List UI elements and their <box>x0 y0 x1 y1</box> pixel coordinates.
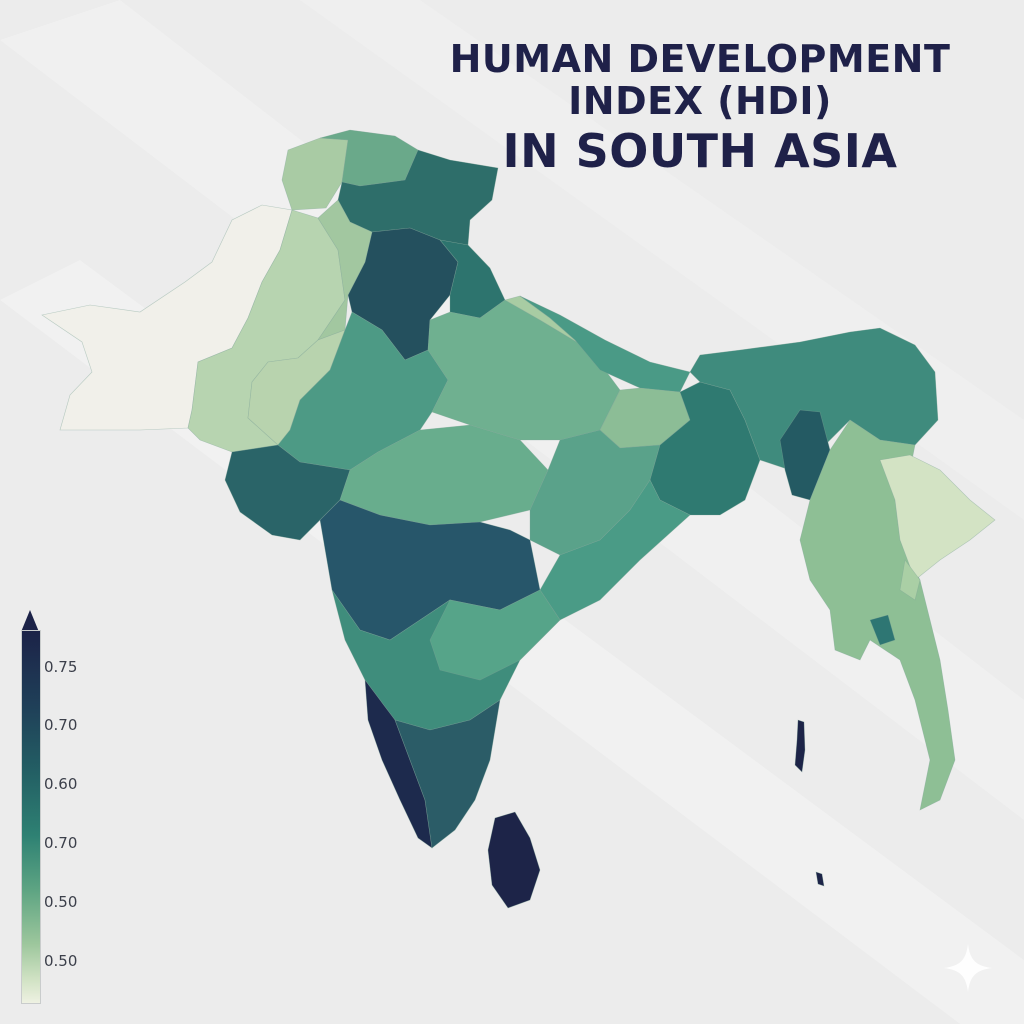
region-andhra <box>429 589 561 681</box>
legend-tick: 0.70 <box>44 834 78 852</box>
legend-arrow <box>21 610 39 632</box>
title-line-2: INDEX (HDI) <box>568 79 832 123</box>
color-scale-legend: 0.75 0.70 0.60 0.70 0.50 0.50 <box>18 608 98 1004</box>
region-nicobar <box>815 871 825 887</box>
legend-tick: 0.50 <box>44 893 78 911</box>
region-up <box>427 299 621 441</box>
region-tamil-nadu <box>394 699 501 849</box>
region-myanmar-coast <box>899 559 921 601</box>
legend-tick: 0.50 <box>44 952 78 970</box>
legend-tick: 0.75 <box>44 658 78 676</box>
region-pakistan-punjab <box>317 199 373 341</box>
sparkle-icon <box>944 944 992 992</box>
legend-gradient-bar <box>21 630 41 1004</box>
region-sri-lanka <box>487 811 541 909</box>
region-myanmar-east <box>879 454 996 581</box>
legend-tick: 0.70 <box>44 716 78 734</box>
region-gujarat <box>224 444 351 541</box>
region-andaman <box>794 719 806 773</box>
title-line-1: HUMAN DEVELOPMENT <box>449 37 951 81</box>
region-myanmar-dark <box>869 614 896 646</box>
title-line-3: IN SOUTH ASIA <box>502 124 898 178</box>
legend-tick: 0.60 <box>44 775 78 793</box>
map-title: HUMAN DEVELOPMENT INDEX (HDI) IN SOUTH A… <box>420 38 980 178</box>
